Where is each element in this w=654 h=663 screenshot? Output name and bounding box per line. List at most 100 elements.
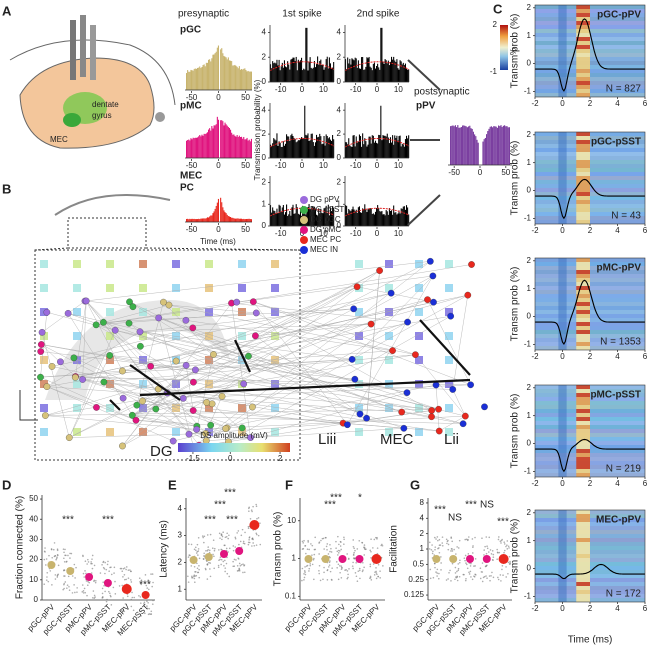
histogram-bar — [493, 126, 495, 165]
sample-dot — [197, 550, 200, 552]
heatmap-dip — [558, 81, 567, 85]
group-mean — [371, 554, 382, 564]
electrode-site — [271, 332, 279, 340]
electrode-site — [73, 356, 81, 364]
heatmap-dip — [558, 45, 567, 49]
histogram-bar — [381, 140, 383, 158]
connection — [176, 286, 358, 362]
sample-dot — [507, 561, 510, 564]
sample-dot — [247, 527, 250, 530]
heatmap-band — [576, 417, 590, 421]
heatmap-dip — [558, 21, 567, 25]
histogram-bar — [236, 66, 238, 90]
electrode-site — [139, 380, 147, 388]
electrode-site — [73, 404, 81, 412]
connection — [122, 398, 184, 447]
sample-dot — [139, 607, 142, 610]
histogram-bar — [365, 141, 367, 158]
sample-dot — [218, 532, 221, 535]
electrode-site — [355, 308, 363, 316]
cell — [147, 362, 154, 370]
heatmap-band — [576, 89, 590, 93]
panel-label: G — [410, 477, 420, 492]
sample-dot — [370, 557, 372, 559]
sample-dot — [499, 540, 502, 543]
heatmap-dip — [558, 13, 567, 17]
histogram-bar — [400, 146, 402, 158]
heatmap-dip — [558, 322, 567, 326]
sample-dot — [330, 547, 332, 550]
histogram-bar — [194, 68, 196, 90]
histogram-bar — [378, 207, 380, 226]
histogram-bar — [274, 211, 276, 226]
label: gyrus — [92, 111, 112, 120]
heatmap-dip — [558, 433, 567, 437]
heatmap-dip — [558, 421, 567, 425]
x-tick-label: 0 — [375, 161, 380, 170]
histogram-bar — [309, 140, 311, 158]
heatmap-band — [576, 196, 590, 200]
sample-dot — [71, 592, 74, 594]
cell — [461, 412, 469, 420]
histogram-bar — [383, 63, 385, 82]
heatmap-band — [576, 65, 590, 69]
sample-dot — [451, 550, 454, 552]
sample-dot — [114, 580, 116, 583]
cell — [249, 403, 256, 411]
histogram-bar — [359, 68, 362, 82]
x-tick-label: -10 — [275, 229, 287, 238]
fit-curve — [344, 138, 410, 148]
y-tick-label: 2 — [527, 3, 532, 12]
histogram-bar — [386, 211, 388, 226]
histogram-bar — [280, 66, 282, 82]
histogram-bar — [234, 64, 236, 90]
heatmap-band — [576, 160, 590, 164]
sample-dot — [434, 548, 436, 551]
sample-dot — [446, 542, 448, 545]
sample-dot — [209, 575, 212, 578]
histogram-bar — [325, 59, 327, 82]
sample-dot — [43, 583, 46, 586]
sample-dot — [202, 557, 205, 560]
x-tick-label: -50 — [186, 93, 198, 102]
sample-dot — [307, 541, 310, 543]
cell — [435, 405, 442, 413]
sample-dot — [437, 539, 439, 542]
label: MEC — [180, 171, 202, 182]
histogram-bar — [280, 211, 282, 226]
sample-dot — [190, 543, 193, 546]
sample-dot — [237, 569, 240, 572]
histogram-bar — [307, 70, 309, 82]
histogram-bar — [398, 210, 400, 226]
histogram-bar — [188, 139, 190, 158]
sample-dot — [102, 581, 104, 584]
histogram-bar — [314, 67, 317, 82]
histogram-bar — [230, 217, 232, 222]
sample-dot — [375, 572, 378, 574]
sample-dot — [499, 574, 502, 576]
histogram-bar — [321, 64, 323, 82]
cell — [389, 347, 396, 354]
histogram-bar — [369, 208, 371, 226]
histogram-bar — [365, 66, 367, 82]
histogram-bar — [392, 135, 394, 158]
electrode-site — [40, 260, 48, 268]
electrode-site — [139, 332, 147, 340]
histogram-bar — [304, 69, 306, 82]
cell — [106, 352, 114, 359]
histogram-bar — [307, 207, 309, 226]
heatmap-band — [576, 453, 590, 457]
y-tick-label: -1 — [524, 592, 532, 601]
heatmap-band — [576, 148, 590, 152]
sample-dot — [307, 539, 309, 542]
sample-dot — [464, 579, 467, 582]
histogram-bar — [328, 215, 330, 226]
histogram-bar — [314, 142, 317, 158]
x-tick-label: 0 — [560, 99, 565, 108]
histogram-bar — [215, 205, 217, 222]
histogram-bar — [379, 135, 381, 158]
x-tick-label: 0 — [300, 161, 305, 170]
axis-title: Transm prob (%) — [510, 14, 521, 89]
histogram-bar — [293, 137, 295, 158]
electrode-site — [385, 308, 393, 316]
